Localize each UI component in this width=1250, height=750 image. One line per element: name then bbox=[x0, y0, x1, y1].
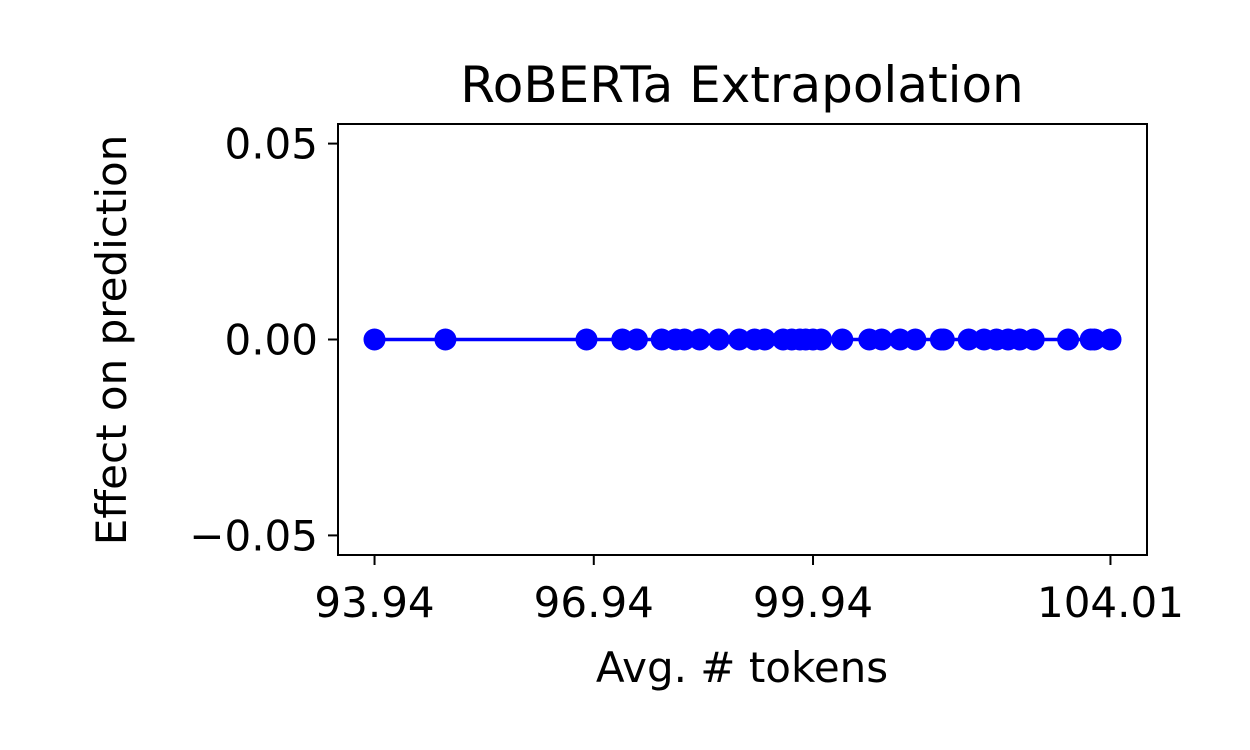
data-point bbox=[810, 328, 833, 351]
data-point bbox=[673, 328, 696, 351]
data-point bbox=[1083, 328, 1106, 351]
y-axis: 0.05 0.00 −0.05 bbox=[189, 120, 338, 560]
data-point bbox=[1057, 328, 1080, 351]
data-point bbox=[889, 328, 911, 351]
data-point bbox=[831, 328, 854, 351]
chart-title: RoBERTa Extrapolation bbox=[460, 56, 1024, 114]
y-tick-label: 0.00 bbox=[224, 316, 318, 365]
x-tick-label: 96.94 bbox=[534, 578, 654, 627]
y-axis-label: Effect on prediction bbox=[87, 135, 136, 546]
x-axis: 93.94 96.94 99.94 104.01 bbox=[314, 555, 1184, 627]
x-axis-label: Avg. # tokens bbox=[596, 643, 888, 692]
x-tick-label: 104.01 bbox=[1037, 578, 1184, 627]
data-point bbox=[707, 328, 730, 351]
y-tick-label: 0.05 bbox=[224, 120, 318, 169]
data-point bbox=[1099, 328, 1122, 351]
y-tick-label: −0.05 bbox=[189, 511, 318, 560]
data-point bbox=[688, 328, 711, 351]
data-point bbox=[575, 328, 598, 351]
x-tick-label: 99.94 bbox=[753, 578, 873, 627]
data-point bbox=[363, 328, 386, 351]
data-point bbox=[904, 328, 927, 351]
data-point bbox=[753, 328, 776, 351]
data-point bbox=[434, 328, 457, 351]
data-point bbox=[870, 328, 893, 351]
x-tick-label: 93.94 bbox=[314, 578, 434, 627]
data-point bbox=[625, 328, 648, 351]
plot-area bbox=[363, 328, 1122, 351]
data-point bbox=[932, 328, 955, 351]
data-point bbox=[1022, 328, 1045, 351]
data-point bbox=[728, 328, 751, 351]
data-point bbox=[957, 328, 980, 351]
